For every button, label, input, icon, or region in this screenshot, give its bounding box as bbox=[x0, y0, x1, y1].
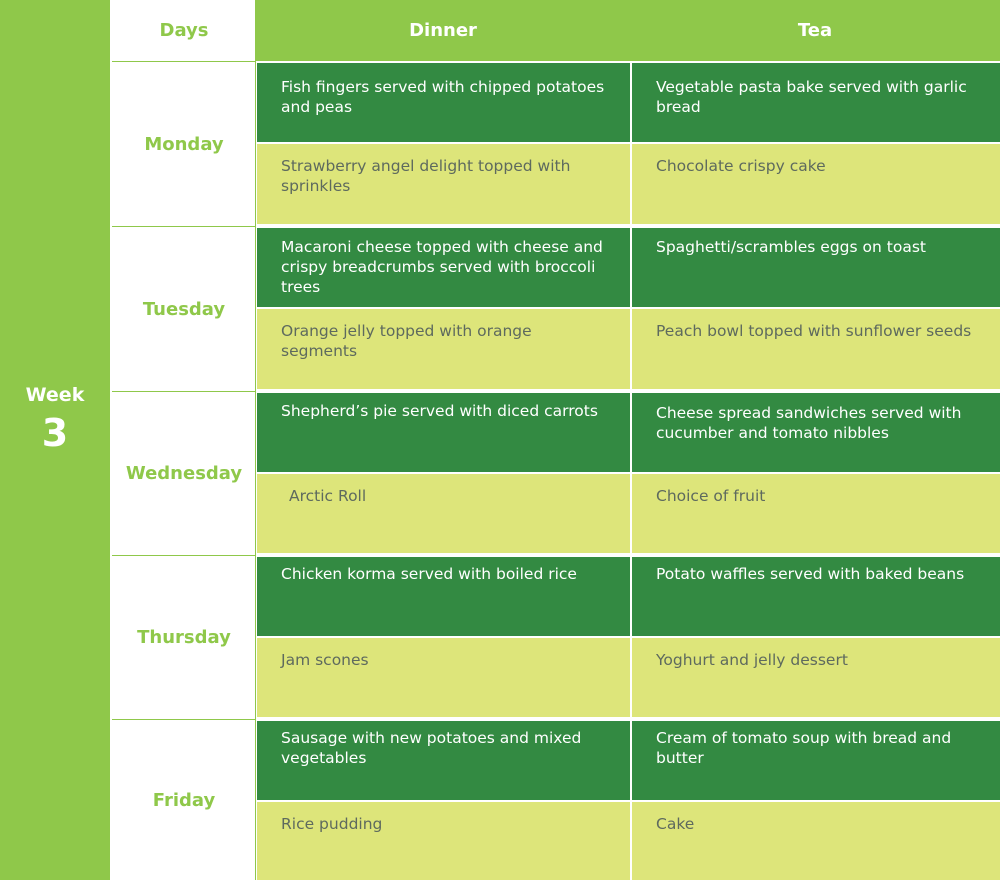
thursday-dinner-dessert: Jam scones bbox=[257, 638, 630, 717]
thursday-tea-main: Potato waffles served with baked beans bbox=[632, 557, 1000, 636]
day-thursday: Thursday bbox=[112, 555, 256, 719]
week-strip: Week 3 bbox=[0, 0, 110, 880]
days-column: Days Monday Tuesday Wednesday Thursday F… bbox=[112, 0, 256, 880]
day-monday: Monday bbox=[112, 61, 256, 226]
day-wednesday: Wednesday bbox=[112, 391, 256, 555]
tuesday-dinner-dessert: Orange jelly topped with orange segments bbox=[257, 309, 630, 389]
wednesday-dinner-main: Shepherd’s pie served with diced carrots bbox=[257, 393, 630, 472]
tea-header: Tea bbox=[797, 20, 833, 41]
friday-dinner-dessert: Rice pudding bbox=[257, 802, 630, 880]
day-friday: Friday bbox=[112, 719, 256, 880]
wednesday-tea-main: Cheese spread sandwiches served with cuc… bbox=[632, 393, 1000, 472]
divider bbox=[110, 0, 112, 880]
wednesday-dinner-dessert: Arctic Roll bbox=[257, 474, 630, 553]
wednesday-tea-dessert: Choice of fruit bbox=[632, 474, 1000, 553]
monday-dinner-main: Fish fingers served with chipped potatoe… bbox=[257, 63, 630, 142]
dinner-header: Dinner bbox=[409, 20, 477, 41]
friday-tea-main: Cream of tomato soup with bread and butt… bbox=[632, 721, 1000, 800]
tuesday-dinner-main: Macaroni cheese topped with cheese and c… bbox=[257, 228, 630, 307]
friday-dinner-main: Sausage with new potatoes and mixed vege… bbox=[257, 721, 630, 800]
monday-tea-dessert: Chocolate crispy cake bbox=[632, 144, 1000, 224]
monday-tea-main: Vegetable pasta bake served with garlic … bbox=[632, 63, 1000, 142]
tuesday-tea-main: Spaghetti/scrambles eggs on toast bbox=[632, 228, 1000, 307]
table-header: Dinner Tea bbox=[256, 0, 1000, 61]
thursday-dinner-main: Chicken korma served with boiled rice bbox=[257, 557, 630, 636]
thursday-tea-dessert: Yoghurt and jelly dessert bbox=[632, 638, 1000, 717]
tuesday-tea-dessert: Peach bowl topped with sunflower seeds bbox=[632, 309, 1000, 389]
monday-dinner-dessert: Strawberry angel delight topped with spr… bbox=[257, 144, 630, 224]
week-label: Week bbox=[25, 384, 85, 406]
day-tuesday: Tuesday bbox=[112, 226, 256, 391]
friday-tea-dessert: Cake bbox=[632, 802, 1000, 880]
days-header: Days bbox=[159, 20, 209, 41]
week-number: 3 bbox=[41, 411, 69, 455]
